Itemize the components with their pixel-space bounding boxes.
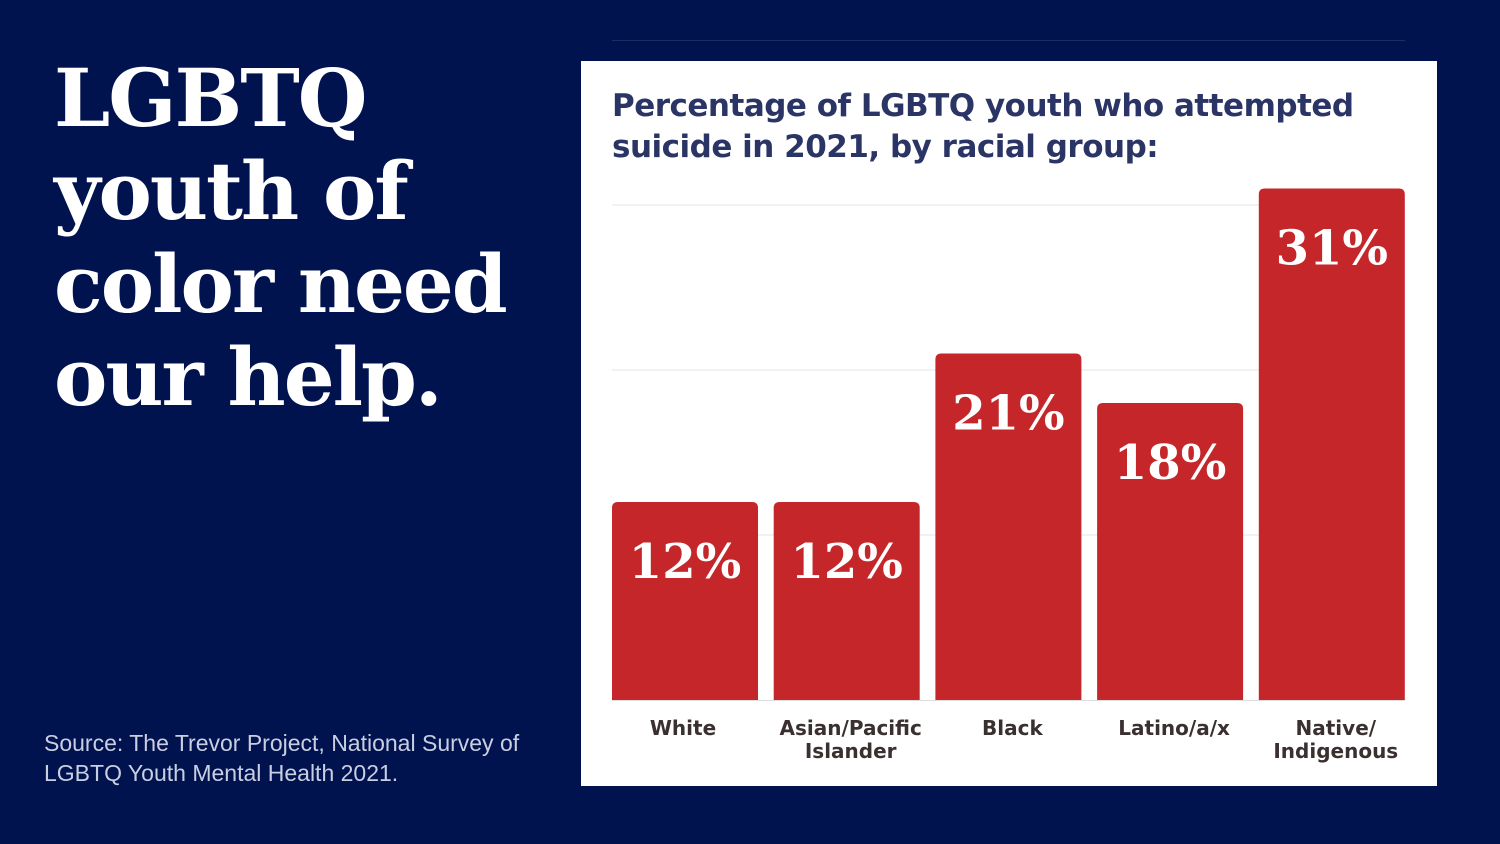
category-label: White xyxy=(650,716,716,740)
headline: LGBTQ youth of color need our help. xyxy=(54,51,508,424)
bar xyxy=(1258,188,1405,700)
category-label: Latino/a/x xyxy=(1118,716,1230,740)
divider xyxy=(612,40,1405,41)
category-label: Islander xyxy=(805,739,897,763)
category-label: Asian/Pacific xyxy=(780,716,922,740)
category-label: Indigenous xyxy=(1273,739,1398,763)
data-label: 18% xyxy=(1114,435,1226,491)
bar xyxy=(773,502,920,700)
bar xyxy=(1097,403,1244,700)
data-label: 12% xyxy=(790,534,902,590)
data-label: 21% xyxy=(952,386,1064,442)
bar xyxy=(935,353,1082,700)
data-label: 12% xyxy=(629,534,741,590)
category-label: Black xyxy=(982,716,1043,740)
category-label: Native/ xyxy=(1296,716,1377,740)
bar xyxy=(612,502,758,700)
source-note: Source: The Trevor Project, National Sur… xyxy=(44,730,520,786)
chart-title: Percentage of LGBTQ youth who attempted … xyxy=(612,88,1354,165)
data-label: 31% xyxy=(1276,221,1388,277)
